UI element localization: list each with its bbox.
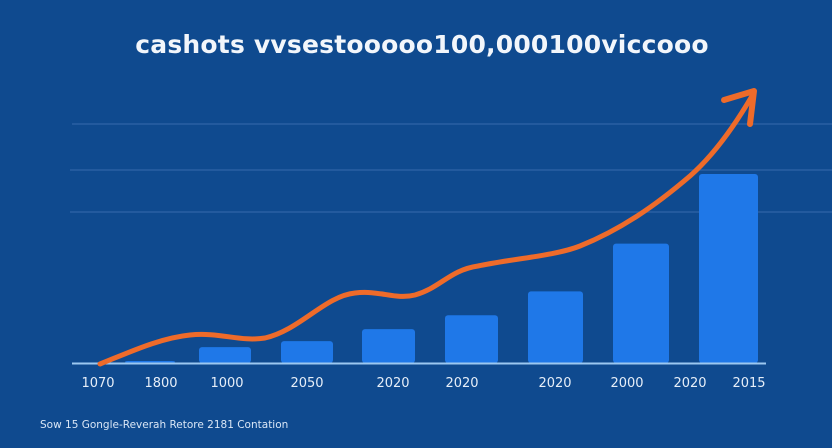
bar — [281, 341, 333, 363]
source-caption: Sow 15 Gongle-Reverah Retore 2181 Contat… — [40, 419, 289, 431]
x-tick-label: 1800 — [144, 376, 178, 391]
x-tick-label: 2020 — [538, 376, 572, 391]
bar — [445, 315, 498, 363]
chart-title: cashots vvsestooooo100,000100viccooo — [135, 30, 709, 59]
x-tick-label: 1000 — [210, 376, 244, 391]
trend-arrowhead-icon — [721, 88, 757, 127]
x-tick-label: 2020 — [376, 376, 410, 391]
bar — [613, 243, 669, 363]
x-tick-label: 2020 — [445, 376, 479, 391]
bar — [199, 347, 251, 363]
trend-line — [97, 93, 755, 367]
x-tick-label: 2050 — [290, 376, 324, 391]
x-tick-label: 2015 — [732, 376, 766, 391]
bar — [362, 329, 415, 363]
x-tick-label: 1070 — [81, 376, 115, 391]
bar-series — [125, 174, 758, 363]
x-tick-label: 2000 — [610, 376, 644, 391]
bar — [528, 291, 583, 363]
x-tick-label: 2020 — [673, 376, 707, 391]
bar — [699, 174, 758, 363]
